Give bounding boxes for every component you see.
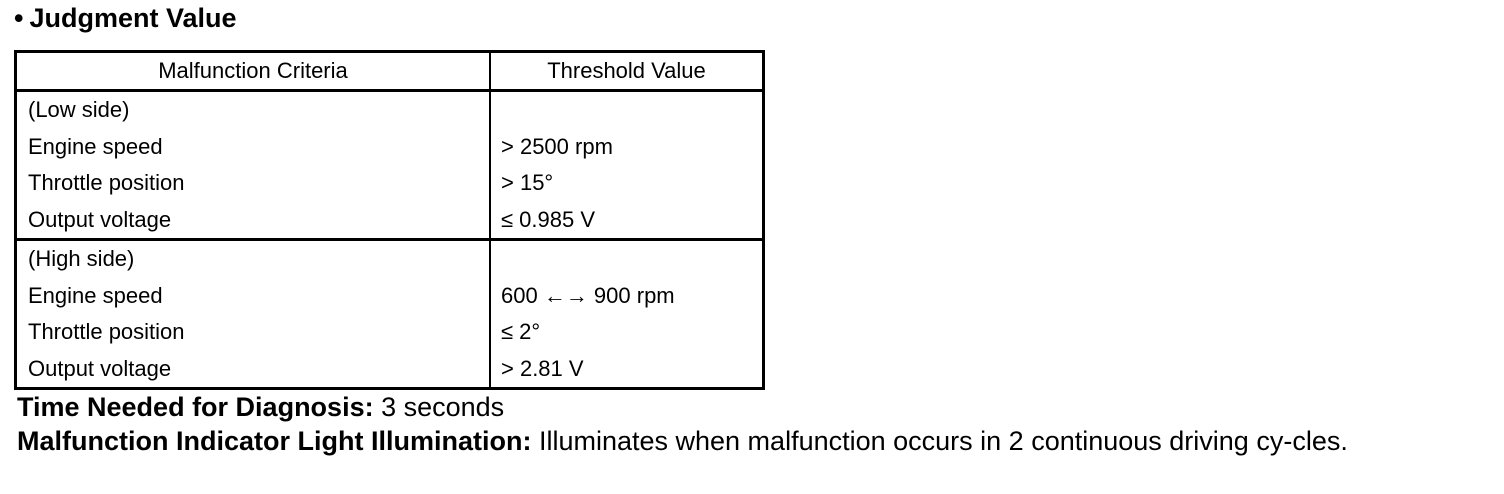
threshold-blank (491, 92, 762, 129)
mil-value: Illuminates when malfunction occurs in 2… (531, 426, 1348, 456)
column-header-malfunction-criteria: Malfunction Criteria (14, 50, 491, 92)
criteria-text: Output voltage (28, 355, 172, 381)
section-heading: • Judgment Value (14, 0, 237, 36)
section-title: Judgment Value (29, 3, 237, 33)
judgment-value-table: Malfunction Criteria Threshold Value (Lo… (14, 50, 765, 390)
group-label: (High side) (28, 246, 135, 271)
time-needed-label: Time Needed for Diagnosis: (17, 392, 374, 422)
threshold-cell: > 2500 rpm > 15° ≤ 0.985 V (489, 89, 765, 240)
threshold-text: > 15° (501, 170, 554, 195)
diagnosis-footer: Time Needed for Diagnosis: 3 seconds Mal… (17, 390, 1467, 458)
threshold-blank (491, 241, 762, 278)
threshold-text: ≤ 0.985 V (501, 206, 596, 232)
column-header-threshold-value: Threshold Value (489, 50, 765, 92)
criteria-text: Throttle position (28, 170, 185, 195)
mil-label: Malfunction Indicator Light Illumination… (17, 426, 532, 456)
threshold-text: > 2.81 V (501, 355, 584, 381)
threshold-text: > 2500 rpm (501, 133, 613, 159)
table-row-group-high-side: (High side) Engine speed Throttle positi… (14, 238, 765, 389)
time-needed-value: 3 seconds (373, 392, 505, 422)
criteria-text: Engine speed (28, 133, 163, 159)
group-label: (Low side) (28, 97, 130, 122)
time-needed-line: Time Needed for Diagnosis: 3 seconds (17, 390, 1467, 424)
table-header-row: Malfunction Criteria Threshold Value (14, 50, 765, 92)
mil-line: Malfunction Indicator Light Illumination… (17, 424, 1467, 458)
bullet-icon: • (14, 3, 24, 33)
threshold-text: 600 ←→ 900 rpm (501, 282, 675, 308)
criteria-cell: (High side) Engine speed Throttle positi… (14, 238, 491, 389)
criteria-cell: (Low side) Engine speed Throttle positio… (14, 89, 491, 240)
criteria-text: Engine speed (28, 282, 163, 308)
threshold-text: ≤ 2° (501, 319, 541, 344)
criteria-text: Output voltage (28, 206, 172, 232)
criteria-text: Throttle position (28, 319, 185, 344)
threshold-cell: 600 ←→ 900 rpm ≤ 2° > 2.81 V (489, 238, 765, 389)
table-row-group-low-side: (Low side) Engine speed Throttle positio… (14, 89, 765, 240)
